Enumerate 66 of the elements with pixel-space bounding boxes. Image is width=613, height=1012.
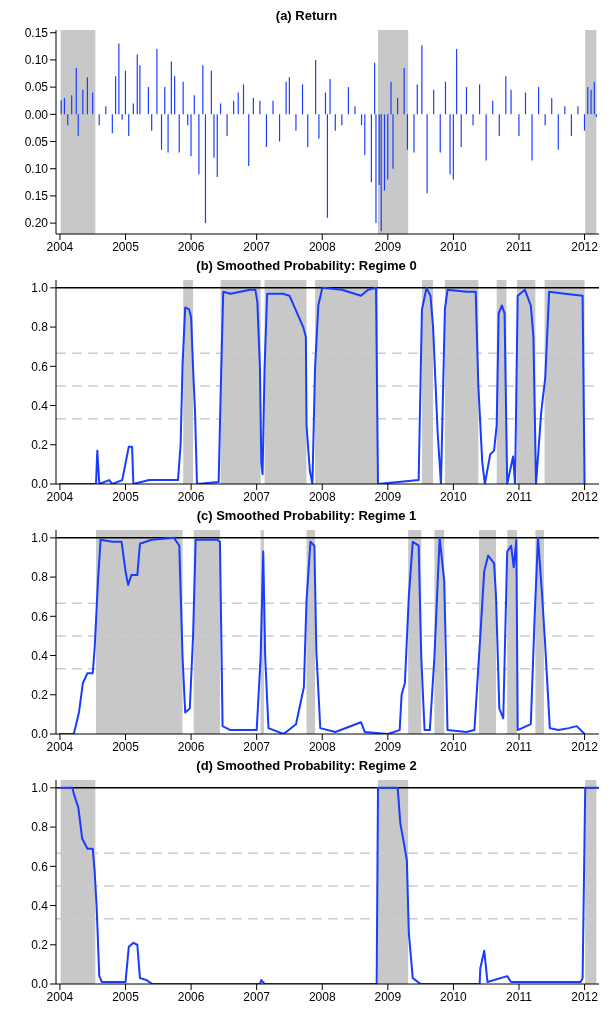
x-tick-label: 2008 <box>308 989 336 1004</box>
y-tick-label: 0.4 <box>31 398 49 413</box>
y-tick-label: 0.6 <box>31 609 49 624</box>
y-tick-label: 1.0 <box>31 281 49 296</box>
x-tick-label: 2005 <box>112 489 140 504</box>
x-tick-label: 2009 <box>374 989 402 1004</box>
y-tick-label: 0.8 <box>31 320 49 335</box>
x-tick-label: 2009 <box>374 489 402 504</box>
x-tick-label: 2010 <box>440 489 468 504</box>
chart-title: (a) Return <box>274 8 339 24</box>
x-tick-label: 2010 <box>440 239 468 254</box>
x-tick-label: 2012 <box>571 239 599 254</box>
x-tick-label: 2008 <box>308 489 336 504</box>
y-tick-label: 0.6 <box>31 859 49 874</box>
x-tick-label: 2011 <box>506 489 533 504</box>
y-tick-label: 0.10 <box>24 161 49 176</box>
x-tick-label: 2004 <box>46 239 74 254</box>
x-tick-label: 2004 <box>46 489 74 504</box>
y-tick-label: 0.15 <box>24 189 49 204</box>
x-tick-label: 2011 <box>506 989 533 1004</box>
y-tick-label: 0.8 <box>31 570 49 585</box>
x-tick-label: 2009 <box>374 739 402 754</box>
chart-title: (b) Smoothed Probability: Regime 0 <box>195 258 418 274</box>
x-tick-label: 2009 <box>374 239 402 254</box>
x-tick-label: 2008 <box>308 739 336 754</box>
x-tick-label: 2011 <box>506 239 533 254</box>
y-tick-label: 0.0 <box>31 477 49 492</box>
x-tick-label: 2012 <box>571 989 599 1004</box>
x-tick-label: 2004 <box>46 739 74 754</box>
x-tick-label: 2006 <box>177 239 205 254</box>
y-tick-label: 1.0 <box>31 781 49 796</box>
x-tick-label: 2011 <box>506 739 533 754</box>
y-tick-label: 0.2 <box>31 438 49 453</box>
y-tick-label: 0.20 <box>24 216 49 231</box>
y-tick-label: 0.2 <box>31 688 49 703</box>
y-tick-label: 0.6 <box>31 359 49 374</box>
chart-title: (d) Smoothed Probability: Regime 2 <box>195 758 418 774</box>
y-tick-label: 0.15 <box>24 25 49 40</box>
y-tick-label: 0.2 <box>31 938 49 953</box>
y-tick-label: 0.05 <box>24 134 49 149</box>
x-tick-label: 2006 <box>177 739 205 754</box>
x-tick-label: 2007 <box>243 489 271 504</box>
x-tick-label: 2008 <box>308 239 336 254</box>
y-tick-label: 0.8 <box>31 820 49 835</box>
x-tick-label: 2005 <box>112 989 140 1004</box>
x-tick-label: 2006 <box>177 489 205 504</box>
x-tick-label: 2005 <box>112 239 140 254</box>
y-tick-label: 0.0 <box>31 977 49 992</box>
x-tick-label: 2012 <box>571 739 599 754</box>
chart-title: (c) Smoothed Probability: Regime 1 <box>195 508 418 524</box>
x-tick-label: 2010 <box>440 739 468 754</box>
y-tick-label: 0.00 <box>24 107 49 122</box>
y-tick-label: 0.05 <box>24 80 49 95</box>
y-tick-label: 0.0 <box>31 727 49 742</box>
x-tick-label: 2012 <box>571 489 599 504</box>
x-tick-label: 2004 <box>46 989 74 1004</box>
y-tick-label: 0.10 <box>24 53 49 68</box>
x-tick-label: 2006 <box>177 989 205 1004</box>
y-tick-label: 0.4 <box>31 898 49 913</box>
x-tick-label: 2007 <box>243 239 271 254</box>
x-tick-label: 2010 <box>440 989 468 1004</box>
x-tick-label: 2007 <box>243 989 271 1004</box>
y-tick-label: 1.0 <box>31 531 49 546</box>
x-tick-label: 2007 <box>243 739 271 754</box>
y-tick-label: 0.4 <box>31 648 49 663</box>
x-tick-label: 2005 <box>112 739 140 754</box>
